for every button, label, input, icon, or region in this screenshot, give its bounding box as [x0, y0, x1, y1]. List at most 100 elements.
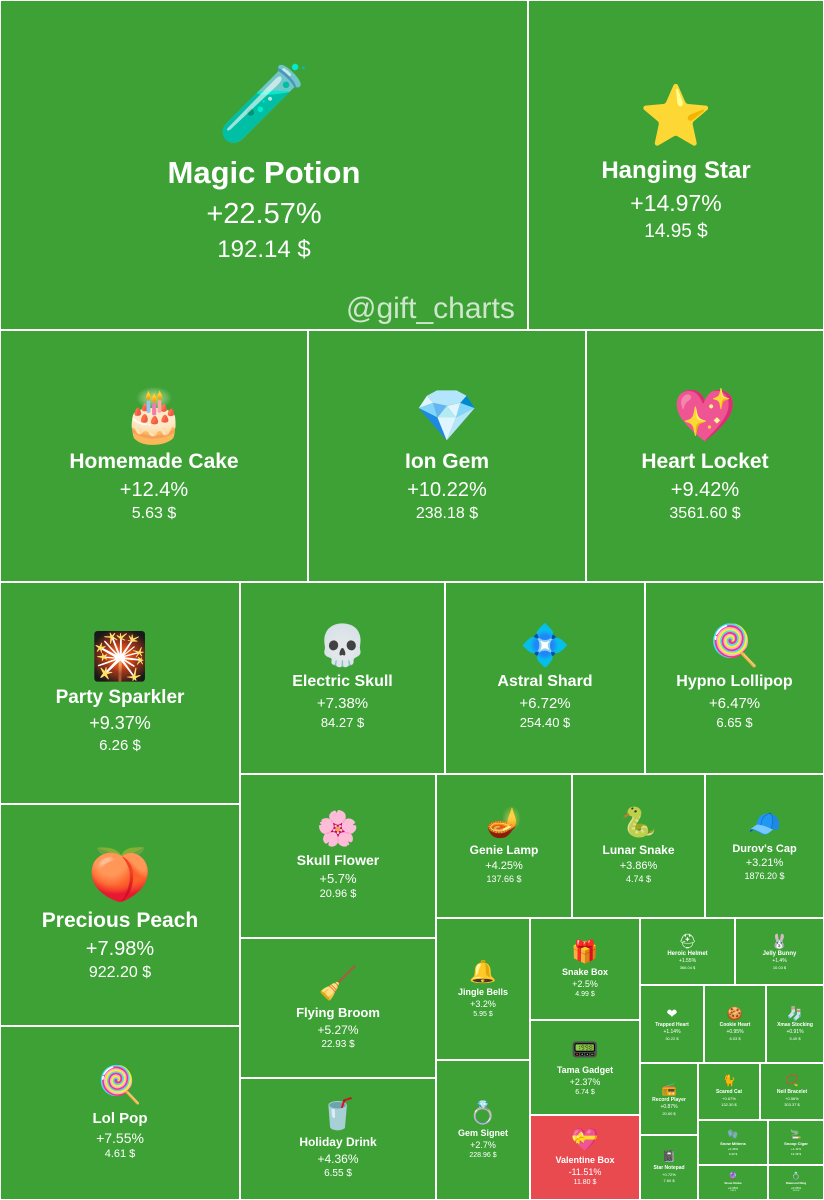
tile-change: +12.4%: [119, 478, 189, 501]
durov-s-cap-icon: 🧢: [747, 809, 782, 839]
tile-snoop-cigar[interactable]: 🚬 Snoop Cigar +1.11% 13.48 $: [768, 1120, 824, 1165]
tile-gem-signet[interactable]: 💍 Gem Signet +2.7% 228.96 $: [436, 1060, 530, 1200]
tile-change: +1.55%: [678, 957, 697, 964]
tile-change: +9.37%: [89, 712, 151, 733]
tile-price: 20.60 $: [662, 1110, 676, 1116]
tile-price: 30.22 $: [665, 1036, 679, 1041]
precious-peach-icon: 🍑: [88, 845, 152, 903]
tile-change: +2.5%: [572, 978, 598, 989]
tile-astral-shard[interactable]: 💠 Astral Shard +6.72% 254.40 $: [445, 582, 645, 774]
tile-ion-gem[interactable]: 💎 Ion Gem +10.22% 238.18 $: [308, 330, 586, 582]
tile-name: Heroic Helmet: [667, 950, 708, 957]
valentine-box-icon: 💝: [571, 1127, 599, 1152]
hanging-star-icon: ⭐: [639, 83, 713, 149]
jingle-bells-icon: 🔔: [469, 958, 497, 984]
tile-homemade-cake[interactable]: 🎂 Homemade Cake +12.4% 5.63 $: [0, 330, 308, 582]
tile-precious-peach[interactable]: 🍑 Precious Peach +7.98% 922.20 $: [0, 804, 240, 1026]
tile-name: Xmas Stocking: [777, 1022, 813, 1028]
tile-price: 5.95 $: [473, 1010, 493, 1018]
tile-cookie-heart[interactable]: 🍪 Cookie Heart +0.95% 6.03 $: [704, 985, 766, 1063]
tile-scared-cat[interactable]: 🐈 Scared Cat +0.67% 132.30 $: [698, 1063, 760, 1120]
flying-broom-icon: 🧹: [318, 964, 358, 1001]
tile-durov-s-cap[interactable]: 🧢 Durov's Cap +3.21% 1876.20 $: [705, 774, 824, 918]
tile-name: Heart Locket: [641, 449, 769, 473]
tile-price: 137.66 $: [486, 873, 522, 884]
tile-name: Snow Globe: [724, 1181, 742, 1185]
tile-heart-locket[interactable]: 💖 Heart Locket +9.42% 3561.60 $: [586, 330, 824, 582]
tile-record-player[interactable]: 📻 Record Player +0.87% 20.60 $: [640, 1063, 698, 1135]
tile-holiday-drink[interactable]: 🥤 Holiday Drink +4.36% 6.55 $: [240, 1078, 436, 1200]
tile-price: 6.55 $: [324, 1167, 352, 1179]
tile-change: +10.22%: [407, 478, 487, 501]
tile-name: Lunar Snake: [602, 842, 675, 857]
tile-xmas-stocking[interactable]: 🧦 Xmas Stocking +0.91% 5.40 $: [766, 985, 824, 1063]
tile-name: Hanging Star: [601, 157, 751, 184]
tile-trapped-heart[interactable]: ❤ Trapped Heart +1.14% 30.22 $: [640, 985, 704, 1063]
jelly-bunny-icon: 🐰: [770, 932, 789, 949]
tile-change: +1.14%: [663, 1029, 681, 1035]
tile-heroic-helmet[interactable]: ⛑ Heroic Helmet +1.55% 366.04 $: [640, 918, 735, 985]
tile-change: +4.36%: [317, 1151, 359, 1166]
tile-price: 1876.20 $: [744, 871, 785, 881]
tile-change: +6.47%: [708, 695, 761, 712]
tile-name: Scared Cat: [715, 1089, 743, 1095]
tile-change: +0.91%: [786, 1029, 804, 1035]
tile-name: Gem Signet: [457, 1127, 508, 1138]
tile-change: +1.11%: [790, 1146, 802, 1151]
tile-name: Snoop Cigar: [784, 1140, 808, 1146]
tile-change: +0.95%: [726, 1029, 744, 1035]
tile-change: +0.46%: [727, 1146, 739, 1151]
tile-tama-gadget[interactable]: 📟 Tama Gadget +2.37% 6.74 $: [530, 1020, 640, 1115]
tile-flying-broom[interactable]: 🧹 Flying Broom +5.27% 22.93 $: [240, 938, 436, 1078]
tile-change: +6.72%: [519, 695, 571, 712]
tile-name: Snow Mittens: [720, 1140, 746, 1146]
tile-price: 10.03 $: [772, 964, 787, 970]
tile-price: 20.96 $: [319, 888, 357, 900]
tile-lol-pop[interactable]: 🍭 Lol Pop +7.55% 4.61 $: [0, 1026, 240, 1200]
tile-name: Precious Peach: [41, 908, 199, 932]
tile-star-notepad[interactable]: 📓 Star Notepad +0.72% 7.60 $: [640, 1135, 698, 1200]
tile-price: 254.40 $: [519, 715, 571, 730]
lol-pop-icon: 🍭: [97, 1063, 143, 1105]
lunar-snake-icon: 🐍: [620, 806, 657, 839]
tile-snow-mittens[interactable]: 🧤 Snow Mittens +0.46% 9.40 $: [698, 1120, 768, 1165]
tile-price: 22.93 $: [321, 1038, 355, 1050]
tile-snake-box[interactable]: 🎁 Snake Box +2.5% 4.99 $: [530, 918, 640, 1020]
record-player-icon: 📻: [661, 1081, 677, 1096]
tile-price: 303.37 $: [784, 1102, 800, 1107]
tile-hypno-lollipop[interactable]: 🍭 Hypno Lollipop +6.47% 6.65 $: [645, 582, 824, 774]
cookie-heart-icon: 🍪: [726, 1006, 744, 1021]
tile-lunar-snake[interactable]: 🐍 Lunar Snake +3.86% 4.74 $: [572, 774, 705, 918]
tile-valentine-box[interactable]: 💝 Valentine Box -11.51% 11.80 $: [530, 1115, 640, 1200]
tile-jingle-bells[interactable]: 🔔 Jingle Bells +3.2% 5.95 $: [436, 918, 530, 1060]
snake-box-icon: 🎁: [571, 938, 599, 964]
tile-skull-flower[interactable]: 🌸 Skull Flower +5.7% 20.96 $: [240, 774, 436, 938]
tile-price: 13.48 $: [790, 1151, 801, 1156]
tile-party-sparkler[interactable]: 🎇 Party Sparkler +9.37% 6.26 $: [0, 582, 240, 804]
tile-hanging-star[interactable]: ⭐ Hanging Star +14.97% 14.95 $: [528, 0, 824, 330]
tile-snow-globe[interactable]: 🔮 Snow Globe +0.35% 9.82 $: [698, 1165, 768, 1200]
tile-change: +1.4%: [772, 957, 787, 964]
electric-skull-icon: 💀: [317, 624, 368, 668]
tile-neil-bracelet[interactable]: 📿 Neil Bracelet +0.56% 303.37 $: [760, 1063, 824, 1120]
tile-price: 238.18 $: [415, 504, 479, 522]
tile-price: 228.96 $: [469, 1151, 497, 1159]
tile-genie-lamp[interactable]: 🪔 Genie Lamp +4.25% 137.66 $: [436, 774, 572, 918]
tile-name: Jingle Bells: [457, 986, 509, 997]
tile-name: Cookie Heart: [719, 1022, 751, 1028]
party-sparkler-icon: 🎇: [91, 629, 149, 682]
tile-electric-skull[interactable]: 💀 Electric Skull +7.38% 84.27 $: [240, 582, 445, 774]
tile-price: 5.40 $: [789, 1036, 801, 1041]
tile-change: +0.35%: [790, 1186, 802, 1190]
tile-name: Star Notepad: [653, 1165, 685, 1171]
tile-magic-potion[interactable]: 🧪 Magic Potion +22.57% 192.14 $: [0, 0, 528, 330]
gem-signet-icon: 💍: [469, 1099, 497, 1125]
tile-change: +0.56%: [785, 1096, 799, 1101]
tile-change: +7.38%: [316, 695, 369, 712]
tile-price: 3561.60 $: [669, 504, 741, 522]
tile-jelly-bunny[interactable]: 🐰 Jelly Bunny +1.4% 10.03 $: [735, 918, 824, 985]
tile-name: Trapped Heart: [655, 1022, 689, 1028]
tile-change: +2.7%: [470, 1139, 496, 1150]
tile-diamond-ring[interactable]: 💍 Diamond Ring +0.35% 16.16 $: [768, 1165, 824, 1200]
